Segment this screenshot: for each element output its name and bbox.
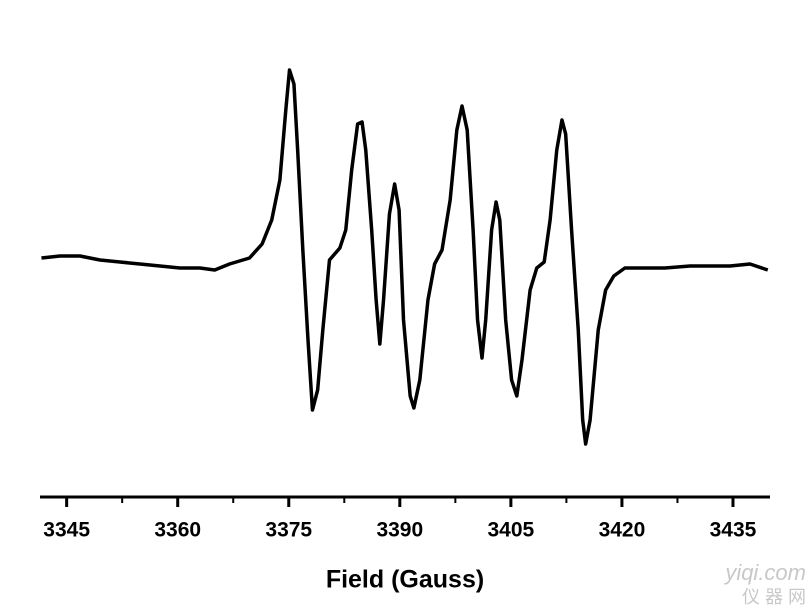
spectrum-line xyxy=(41,68,769,446)
x-tick-label: 3435 xyxy=(710,519,757,542)
x-tick-label: 3360 xyxy=(154,519,201,542)
watermark: yiqi.com xyxy=(723,560,806,585)
x-tick-label: 3390 xyxy=(376,519,423,542)
x-tick-label: 3405 xyxy=(488,519,535,542)
watermark-cn: 仪 器 网 xyxy=(742,587,806,607)
x-tick-label: 3345 xyxy=(43,519,90,542)
x-tick-label: 3420 xyxy=(599,519,646,542)
x-axis-label: Field (Gauss) xyxy=(326,566,484,594)
x-tick-label: 3375 xyxy=(265,519,312,542)
